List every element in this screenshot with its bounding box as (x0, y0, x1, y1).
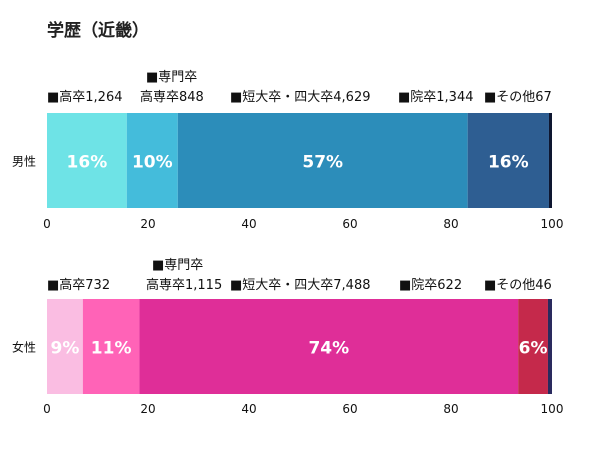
legend-entry: ■短大卒・四大卒7,488 (230, 278, 371, 293)
chart-title: 学歴（近畿） (47, 21, 149, 41)
legend-entry: ■高卒732 (47, 277, 110, 293)
x-tick-label: 20 (140, 402, 155, 416)
legend-entry: ■専門卒 (152, 258, 203, 273)
data-label: 10% (132, 153, 173, 173)
bar-segment (547, 299, 552, 394)
x-tick-label: 40 (241, 402, 256, 416)
x-tick-label: 80 (443, 402, 458, 416)
x-tick-label: 60 (342, 402, 357, 416)
bar-segment (518, 299, 548, 394)
legend-entry: 高専卒848 (140, 89, 204, 105)
category-label: 女性 (12, 340, 36, 355)
legend-entry: ■その他46 (484, 278, 552, 293)
data-label: 16% (488, 153, 529, 173)
legend-entry: ■高卒1,264 (47, 89, 123, 105)
bar-segment (548, 113, 552, 208)
legend-entry: ■院卒1,344 (398, 90, 474, 105)
data-label: 11% (91, 339, 132, 359)
bar-segment (126, 113, 178, 208)
x-tick-label: 0 (43, 217, 51, 231)
bar-segment (47, 113, 127, 208)
data-label: 57% (302, 153, 343, 173)
category-label: 男性 (12, 155, 36, 169)
x-tick-label: 40 (241, 217, 256, 231)
data-label: 74% (308, 339, 349, 359)
x-tick-label: 0 (43, 402, 51, 416)
bar-segment (467, 113, 549, 208)
x-tick-label: 80 (443, 217, 458, 231)
bar-segment (139, 299, 519, 394)
legend-entry: ■院卒622 (399, 278, 462, 293)
x-tick-label: 20 (140, 217, 155, 231)
legend-entry: ■短大卒・四大卒4,629 (230, 90, 371, 105)
bar-segment (82, 299, 140, 394)
data-label: 16% (67, 153, 108, 173)
x-tick-label: 100 (541, 402, 564, 416)
bar-segment (47, 299, 83, 394)
x-tick-label: 100 (541, 217, 564, 231)
legend-entry: 高専卒1,115 (146, 277, 222, 293)
data-label: 9% (50, 339, 79, 359)
bar-segment (177, 113, 468, 208)
legend-entry: ■その他67 (484, 90, 552, 105)
data-label: 6% (519, 339, 548, 359)
legend-entry: ■専門卒 (146, 70, 197, 85)
x-tick-label: 60 (342, 217, 357, 231)
